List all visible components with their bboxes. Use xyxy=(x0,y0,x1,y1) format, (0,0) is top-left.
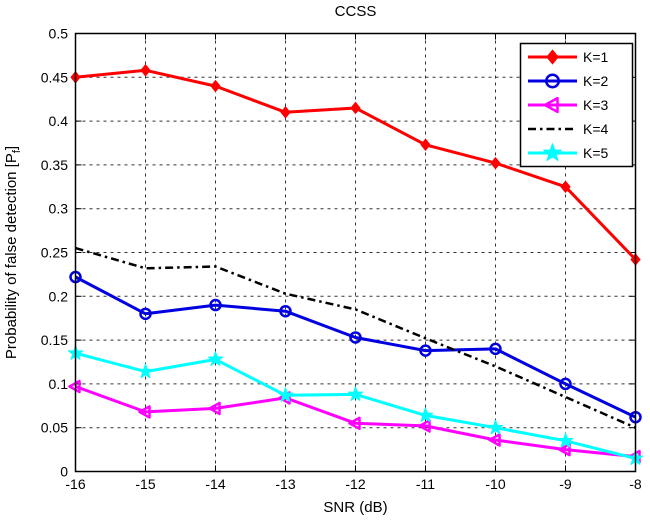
x-tick-label: -11 xyxy=(416,476,435,492)
y-axis-label-main: Probability of false detection [P xyxy=(3,153,20,359)
marker-triangle-left-icon xyxy=(543,96,559,114)
x-tick-label: -14 xyxy=(205,476,225,492)
legend-label: K=2 xyxy=(583,73,609,89)
x-tick-label: -10 xyxy=(485,476,505,492)
legend-label: K=4 xyxy=(583,121,609,137)
series-K=3 xyxy=(68,379,641,464)
y-axis-label: Probability of false detection [Pf] xyxy=(3,146,23,359)
y-tick-label: 0.15 xyxy=(41,332,68,348)
legend-label: K=1 xyxy=(583,49,609,65)
marker-star-icon xyxy=(347,386,364,401)
marker-diamond-icon xyxy=(350,101,361,115)
y-tick-label: 0 xyxy=(60,464,68,480)
marker-diamond-icon xyxy=(280,106,291,119)
series-line-K=2 xyxy=(74,275,637,419)
legend-entry-K=3: K=3 xyxy=(528,96,609,114)
marker-diamond-icon xyxy=(560,180,571,194)
marker-circle-icon xyxy=(349,331,362,344)
y-axis-label-close: ] xyxy=(3,146,20,150)
legend-entry-K=2: K=2 xyxy=(528,73,609,89)
legend-entry-K=1: K=1 xyxy=(528,49,609,65)
marker-triangle-left-icon xyxy=(68,379,81,394)
marker-star-icon xyxy=(557,432,574,448)
y-axis-label-subscript: f xyxy=(11,149,23,153)
y-tick-label: 0.05 xyxy=(41,420,68,436)
x-tick-label: -16 xyxy=(65,476,85,492)
y-tick-label: 0.2 xyxy=(49,288,69,304)
grid xyxy=(75,33,636,472)
marker-triangle-left-icon xyxy=(348,416,361,431)
marker-circle-icon xyxy=(559,377,572,391)
marker-diamond-icon xyxy=(546,49,559,65)
legend-entry-K=5: K=5 xyxy=(528,143,609,162)
marker-triangle-left-icon xyxy=(208,401,221,416)
series-K=2 xyxy=(69,270,642,424)
y-tick-label: 0.5 xyxy=(49,26,69,42)
series-line-K=4 xyxy=(75,246,637,429)
x-tick-label: -13 xyxy=(275,476,295,492)
marker-circle-icon xyxy=(209,298,222,312)
marker-diamond-icon xyxy=(490,156,501,170)
marker-star-icon xyxy=(417,407,434,422)
y-tick-label: 0.1 xyxy=(49,376,69,392)
marker-diamond-icon xyxy=(210,79,221,93)
marker-triangle-left-icon xyxy=(138,405,151,419)
x-tick-labels: -16 -15 -14 -13 -12 -11 -10 -9 -8 xyxy=(65,476,642,492)
y-tick-label: 0.25 xyxy=(41,245,68,261)
x-axis-label: SNR (dB) xyxy=(323,499,387,516)
marker-star-icon xyxy=(543,143,562,162)
x-tick-label: -12 xyxy=(345,476,365,492)
marker-star-icon xyxy=(277,387,294,402)
plot-box-border xyxy=(74,32,637,473)
x-tick-label: -9 xyxy=(559,476,572,492)
marker-triangle-left-icon xyxy=(488,433,501,447)
chart-title: CCSS xyxy=(335,3,377,20)
series-K=4 xyxy=(75,246,637,429)
marker-circle-icon xyxy=(279,304,292,318)
legend-label: K=3 xyxy=(583,97,609,113)
legend: K=1 K=2 K=3 K=4 K=5 xyxy=(519,42,634,168)
series-line-K=3 xyxy=(74,385,636,459)
marker-circle-icon xyxy=(419,344,432,357)
marker-triangle-left-icon xyxy=(418,419,431,433)
marker-circle-icon xyxy=(545,73,560,89)
y-tick-label: 0.4 xyxy=(49,113,69,129)
legend-entry-K=4: K=4 xyxy=(528,121,609,137)
marker-diamond-icon xyxy=(420,138,431,152)
marker-star-icon xyxy=(207,351,224,366)
series-K=1 xyxy=(70,64,641,266)
marker-circle-icon xyxy=(139,307,152,321)
x-tick-label: -15 xyxy=(135,476,155,492)
series-K=5 xyxy=(67,345,644,465)
marker-diamond-icon xyxy=(140,64,151,77)
marker-star-icon xyxy=(137,363,154,379)
y-tick-label: 0.45 xyxy=(41,69,68,85)
y-tick-label: 0.35 xyxy=(41,157,68,173)
marker-star-icon xyxy=(487,419,504,435)
marker-circle-icon xyxy=(489,342,502,356)
y-tick-labels: 0 0.05 0.1 0.15 0.2 0.25 0.3 0.35 0.4 0.45 0.5 xyxy=(41,26,68,480)
marker-triangle-left-icon xyxy=(558,442,571,457)
x-tick-label: -8 xyxy=(629,476,642,492)
legend-label: K=5 xyxy=(583,145,609,161)
y-tick-label: 0.3 xyxy=(49,201,69,217)
